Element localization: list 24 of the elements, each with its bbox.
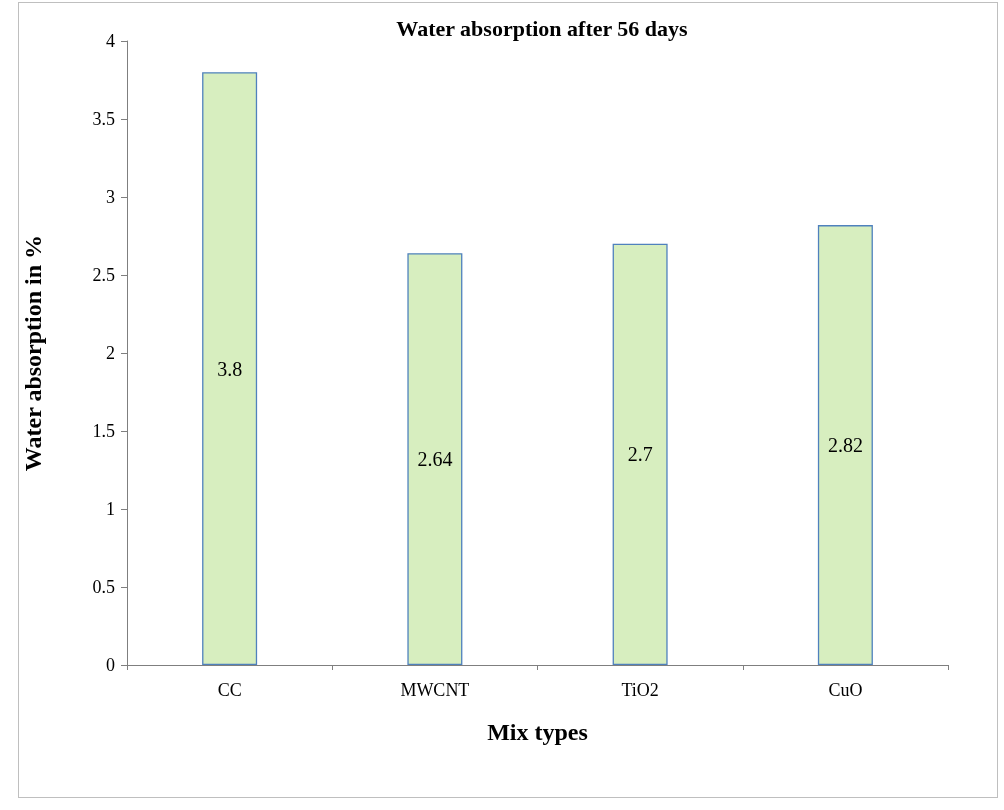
bar [817, 225, 873, 665]
y-tick-label: 1 [106, 499, 115, 519]
x-tick-label: TiO2 [621, 680, 659, 700]
data-label: 2.82 [827, 434, 863, 457]
y-tick-label: 2 [106, 343, 115, 363]
x-tick-label: MWCNT [400, 680, 470, 700]
bar [612, 243, 668, 665]
data-label: 2.7 [627, 443, 653, 466]
y-tick-label: 2.5 [92, 265, 115, 285]
y-tick-label: 0.5 [92, 577, 115, 597]
x-axis-title: Mix types [487, 719, 588, 745]
y-tick-label: 3.5 [92, 109, 115, 129]
y-tick-label: 1.5 [92, 421, 115, 441]
data-label: 2.64 [417, 448, 453, 471]
y-tick-label: 4 [106, 31, 115, 51]
data-label: 3.8 [217, 357, 243, 380]
bar [202, 72, 258, 665]
bar [407, 253, 463, 665]
y-axis-title: Water absorption in % [20, 234, 46, 472]
y-tick-label: 0 [106, 655, 115, 675]
y-tick-label: 3 [106, 187, 115, 207]
x-tick-label: CC [217, 680, 242, 700]
chart-title: Water absorption after 56 days [396, 15, 689, 41]
x-tick-label: CuO [828, 680, 863, 700]
